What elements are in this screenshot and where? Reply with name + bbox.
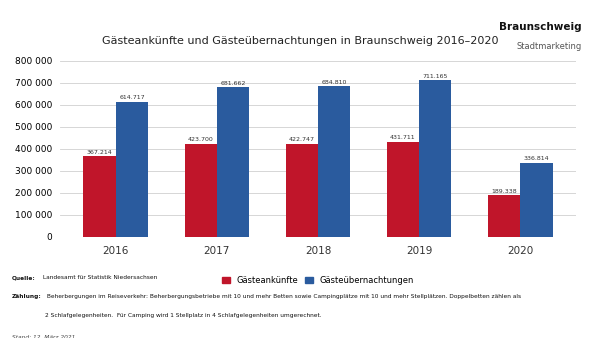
Bar (217, 87, 249, 237)
Text: Stand: 12. März 2021: Stand: 12. März 2021 (12, 335, 76, 338)
Text: Zählung:: Zählung: (12, 294, 42, 299)
Text: Gästeankünfte und Gästeübernachtungen in Braunschweig 2016–2020: Gästeankünfte und Gästeübernachtungen in… (102, 35, 498, 46)
Bar (116, 101, 148, 237)
Bar (387, 142, 419, 237)
Legend: Gästeankünfte, Gästeübernachtungen: Gästeankünfte, Gästeübernachtungen (223, 276, 413, 285)
Text: 431.711: 431.711 (390, 136, 416, 140)
Bar (520, 163, 553, 237)
Text: 336.814: 336.814 (524, 156, 549, 161)
Text: 614.717: 614.717 (119, 95, 145, 100)
Text: Beherbergungen im Reiseverkehr: Beherbergungsbetriebe mit 10 und mehr Betten sow: Beherbergungen im Reiseverkehr: Beherber… (45, 294, 521, 299)
Bar (318, 86, 350, 237)
Text: 681.662: 681.662 (220, 80, 246, 86)
Text: 684.810: 684.810 (322, 80, 347, 85)
Bar (185, 144, 217, 237)
Text: Braunschweig: Braunschweig (499, 22, 582, 32)
Text: Quelle:: Quelle: (12, 275, 36, 281)
Text: 367.214: 367.214 (87, 150, 113, 154)
Bar (286, 144, 318, 237)
Text: 2 Schlafgelegenheiten.  Für Camping wird 1 Stellplatz in 4 Schlafgelegenheiten u: 2 Schlafgelegenheiten. Für Camping wird … (45, 313, 322, 318)
Text: 189.338: 189.338 (491, 189, 517, 194)
Bar (419, 80, 451, 237)
Text: 711.165: 711.165 (422, 74, 448, 79)
Bar (488, 195, 520, 237)
Text: Stadtmarketing: Stadtmarketing (517, 42, 582, 51)
Text: 422.747: 422.747 (289, 138, 315, 142)
Text: 423.700: 423.700 (188, 137, 214, 142)
Text: Landesamt für Statistik Niedersachsen: Landesamt für Statistik Niedersachsen (41, 275, 157, 281)
Bar (83, 156, 116, 237)
